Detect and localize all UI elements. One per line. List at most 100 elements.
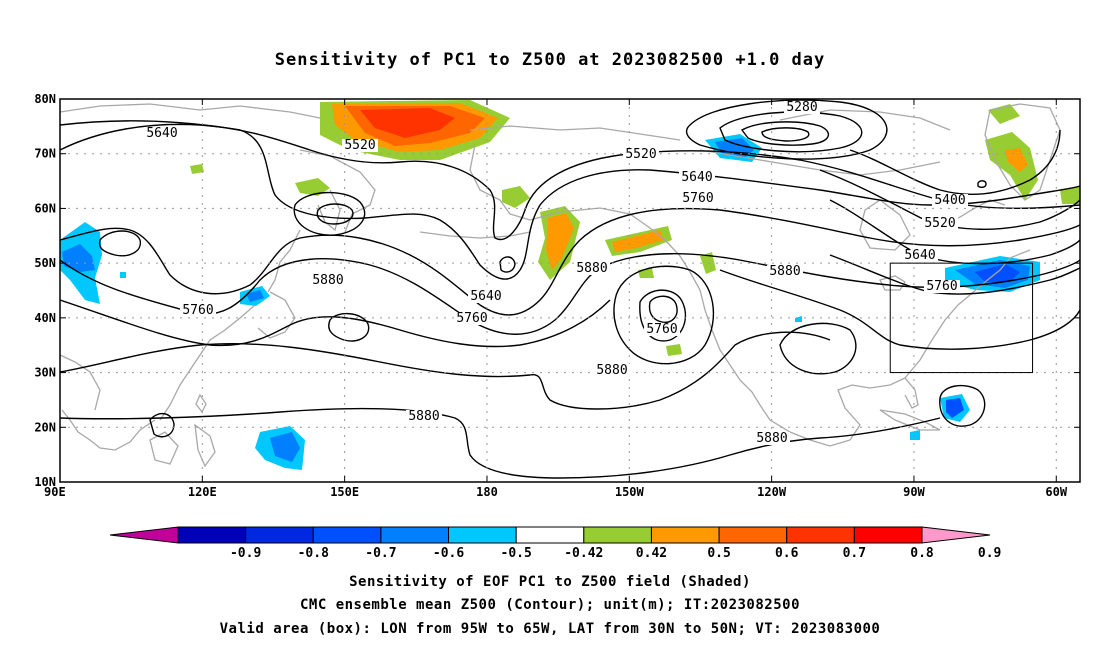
contour-5640-west [60,120,1080,280]
colorbar-swatch [583,526,652,544]
coast-us-west [699,289,731,366]
plot-frame [59,98,1081,483]
contour-label-bg [342,139,378,152]
shade-north-pacific-red [360,108,455,138]
colorbar-label: -0.8 [298,546,329,561]
contour-philippine-ring [149,413,175,438]
contour-5520-east-b [819,169,1080,230]
colorbar-label: 0.6 [775,546,799,561]
contour-label-bg [767,265,803,278]
contour-siberia-low-ring [98,230,142,257]
contour-5640-east-b [829,199,1080,265]
colorbar-swatch [245,526,314,544]
lat-tick-label: 30N [34,366,56,380]
contour-labels: 5640 5520 5280 5520 5640 5760 5400 5520 5640 5880… [144,100,968,446]
contour-5280-ring-inner [740,121,830,146]
contour-5880-ring-east-pac [779,322,857,375]
colorbar-swatch [786,526,855,544]
shade-small-blue-3 [910,430,920,440]
contour-5880-south-upper [60,299,611,348]
contour-5880-caribbean-ring [939,384,986,427]
lon-tick-label: 120W [757,485,787,499]
colorbar-swatch [650,526,720,544]
coast-philippines [194,423,216,468]
coast-alaska-north [469,125,681,141]
contour-aleutian-ring [499,256,516,273]
lat-tick-label: 10N [34,475,56,489]
colorbar-swatch [380,526,450,544]
contour-5400-east [849,129,1061,195]
colorbar-label: -0.9 [230,546,261,561]
shade-greenland-orange [1005,148,1028,172]
colorbar-max-arrow [921,526,991,544]
colorbar-swatch [853,526,923,544]
contour-5280-ring-mid [719,111,863,153]
colorbar-label: 0.8 [910,546,934,561]
coast-se-asia [61,409,156,451]
lat-tick-label: 80N [34,92,56,106]
contour-label: 5520 [924,216,955,231]
contour-5880-low [60,407,941,479]
lat-tick-label: 70N [34,147,56,161]
shade-greenland-green [985,132,1038,200]
coast-canada-east [969,249,1031,296]
axis-ticks: 10N 20N 30N 40N 50N 60N 70N 80N 90E 120E 150E 180 15… [34,92,1080,499]
contour-label-bg [406,410,442,423]
contour-label-bg [454,312,490,325]
colorbar-min-arrow [109,526,179,544]
shade-small-blue-2 [795,316,802,322]
coast-mexico [769,419,851,447]
contour-label: 5760 [182,303,213,318]
contour-5760-central-ring-core [648,295,678,323]
shade-sea-japan-blue-dk [246,290,264,302]
contour-label: 5760 [926,279,957,294]
shade-china-green [190,164,204,174]
contour-label: 5520 [625,147,656,162]
contour-label: 5640 [470,289,501,304]
shade-atlantic-green [1060,186,1080,204]
contour-5280-ring-core [761,127,810,142]
shade-alaska-green [502,186,530,208]
contour-label-bg [680,192,716,205]
coast-us-east [904,294,971,379]
lon-tick-label: 150W [615,485,645,499]
colorbar-swatch [312,526,382,544]
shade-newfoundland-blue-dk [975,264,1020,282]
footer-line-3: Valid area (box): LON from 95W to 65W, L… [219,621,881,637]
contour-label-bg [924,280,960,293]
contour-label-bg [902,249,938,262]
shade-small-blue-1 [120,272,126,278]
lon-tick-label: 120E [188,485,217,499]
colorbar-label: -0.6 [433,546,464,561]
coast-cuba [879,409,941,431]
lon-tick-label: 90W [903,485,925,499]
colorbar-swatch [177,526,247,544]
colorbar: -0.9 -0.8 -0.7 -0.6 -0.5 -0.42 0.42 0.5 0.6 0.7 0.… [109,526,1001,561]
contour-greenland-small-ring [977,180,987,189]
contour-label-bg [922,217,958,230]
contour-label: 5880 [408,409,439,424]
contour-label: 5280 [786,100,817,115]
contour-label: 5760 [646,322,677,337]
coast-baja [729,364,771,421]
coast-asia-north [60,103,321,119]
colorbar-label: 0.7 [843,546,866,561]
coast-hudson-bay [859,199,911,251]
contour-label-bg [574,262,610,275]
lon-tick-label: 60W [1045,485,1067,499]
shade-gulf-alaska-orange [546,213,574,270]
contour-label-bg [623,148,659,161]
colorbar-label: -0.7 [365,546,396,561]
contour-label: 5760 [682,191,713,206]
contour-label: 5640 [146,126,177,141]
shade-siberia-blue [62,244,95,272]
contour-5880-south-big [60,331,831,410]
z500-contours [60,99,1080,479]
colorbar-label: -0.5 [501,546,532,561]
contour-pacific-ring [328,313,370,342]
contour-label: 5640 [681,170,712,185]
coast-bc [664,239,701,291]
contour-kamchatka-ring-inner [316,203,354,225]
contour-label-bg [594,364,630,377]
